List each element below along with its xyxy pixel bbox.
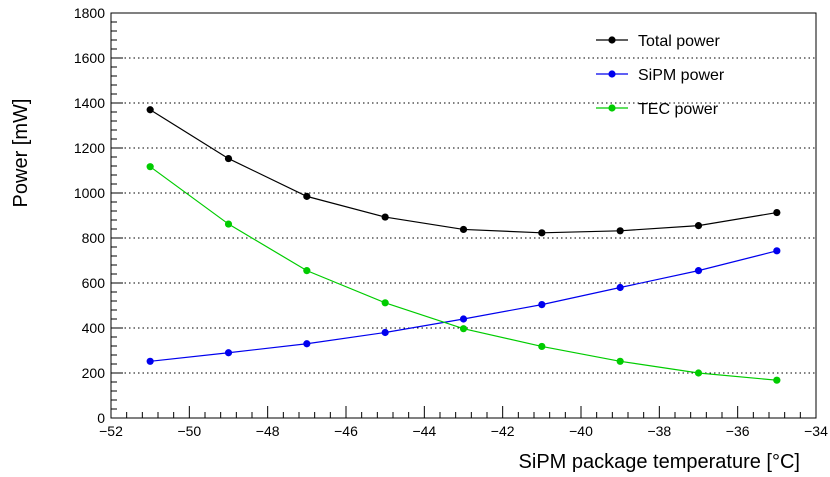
ticks-layer: 0 200 400 600 800 1000 1200 1400 1600 1800 −52 −50 −… [74,5,828,439]
x-tick-label: −52 [99,423,123,439]
y-tick-label: 800 [82,230,106,246]
x-tick-label: −46 [334,423,358,439]
data-point [303,267,311,275]
data-point [694,222,703,230]
data-point [538,301,546,309]
data-point [459,225,468,234]
series-1 [146,247,781,365]
y-tick-label: 0 [97,410,105,426]
data-point [146,163,154,171]
legend-marker [608,104,616,112]
x-tick-label: −38 [647,423,671,439]
series-0 [146,106,781,237]
y-tick-label: 1400 [74,95,105,111]
plot-frame [110,12,817,419]
data-point [381,328,389,337]
y-tick-label: 1000 [74,185,105,201]
data-point [773,208,781,217]
series-line [150,250,777,362]
data-point [303,192,311,200]
data-point [773,376,781,384]
data-point [459,325,468,333]
legend-marker [608,36,616,44]
series-2 [146,163,781,384]
y-tick-label: 600 [82,275,106,291]
legend-label: Total power [638,33,720,50]
data-point [381,213,389,221]
data-point [694,267,703,275]
grid-layer [111,57,816,374]
data-point [459,315,468,323]
data-point [616,227,624,235]
data-point [538,229,546,237]
y-tick-label: 1200 [74,140,105,156]
data-point [224,220,233,228]
y-tick-label: 1600 [74,50,105,66]
y-axis-title: Power [mW] [10,99,32,208]
data-point [224,154,233,163]
data-point [694,369,703,377]
data-point [224,349,233,357]
x-tick-label: −42 [491,423,515,439]
legend-label: TEC power [638,101,719,118]
y-tick-label: 200 [82,365,106,381]
x-tick-label: −48 [256,423,280,439]
series-layer [146,106,781,384]
data-point [616,357,624,365]
x-tick-label: −36 [726,423,750,439]
x-tick-label: −50 [177,423,201,439]
data-point [538,342,546,351]
y-tick-label: 400 [82,320,106,336]
legend-item: TEC power [596,101,719,118]
data-point [616,283,624,292]
data-point [303,340,311,348]
y-tick-label: 1800 [74,5,105,21]
data-point [146,106,154,114]
series-line [149,109,777,234]
legend: Total power SiPM power TEC power [596,33,725,118]
x-tick-label: −34 [804,423,828,439]
x-tick-label: −40 [569,423,593,439]
legend-item: Total power [596,33,720,50]
legend-item: SiPM power [596,67,725,84]
x-axis-title: SiPM package temperature [°C] [519,451,800,473]
data-point [773,247,781,255]
legend-marker [608,70,616,78]
data-point [381,299,389,307]
legend-label: SiPM power [638,67,725,84]
x-tick-label: −44 [412,423,436,439]
data-point [146,357,154,365]
